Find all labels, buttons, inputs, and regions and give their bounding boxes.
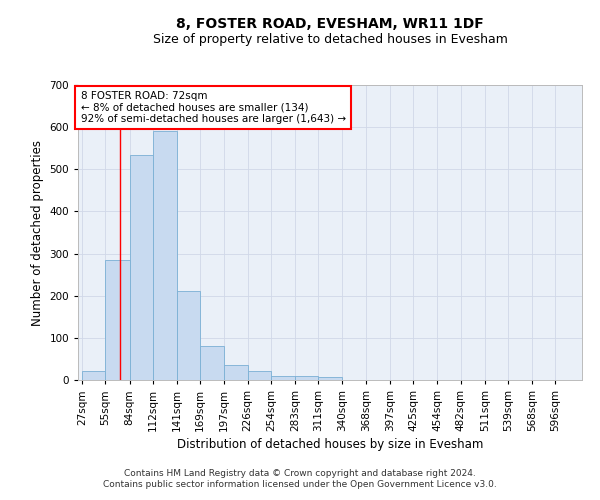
Bar: [153, 132, 177, 380]
Bar: [177, 290, 200, 380]
Text: Contains HM Land Registry data © Crown copyright and database right 2024.: Contains HM Land Registry data © Crown c…: [124, 468, 476, 477]
Bar: [224, 365, 248, 380]
Text: 8, FOSTER ROAD, EVESHAM, WR11 1DF: 8, FOSTER ROAD, EVESHAM, WR11 1DF: [176, 18, 484, 32]
Bar: [130, 154, 153, 380]
Bar: [319, 376, 343, 380]
Text: 8 FOSTER ROAD: 72sqm
← 8% of detached houses are smaller (134)
92% of semi-detac: 8 FOSTER ROAD: 72sqm ← 8% of detached ho…: [80, 91, 346, 124]
Text: Size of property relative to detached houses in Evesham: Size of property relative to detached ho…: [152, 32, 508, 46]
Text: Contains public sector information licensed under the Open Government Licence v3: Contains public sector information licen…: [103, 480, 497, 489]
Bar: [248, 370, 271, 380]
X-axis label: Distribution of detached houses by size in Evesham: Distribution of detached houses by size …: [177, 438, 483, 451]
Bar: [106, 260, 130, 380]
Bar: [295, 376, 319, 380]
Y-axis label: Number of detached properties: Number of detached properties: [31, 140, 44, 326]
Bar: [82, 370, 106, 380]
Bar: [200, 346, 224, 380]
Bar: [271, 376, 295, 380]
